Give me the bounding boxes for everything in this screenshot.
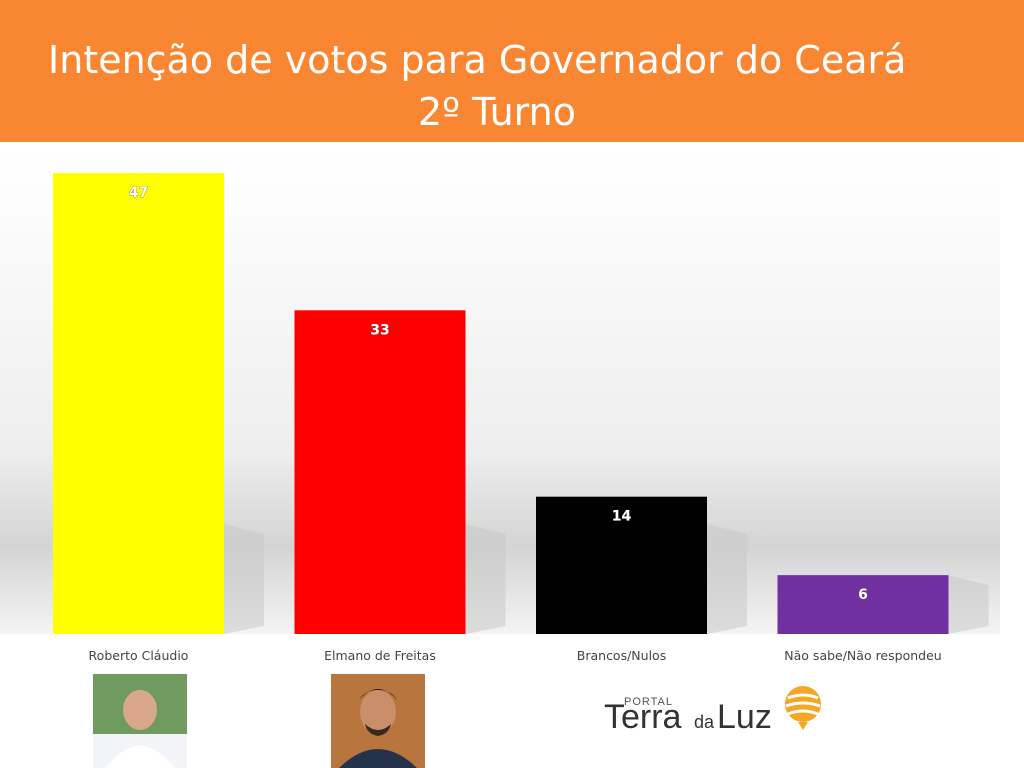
candidate-photo-elmano-de-freitas xyxy=(331,674,425,768)
bar-brancos-nulos xyxy=(536,496,707,634)
chart-header: Intenção de votos para Governador do Cea… xyxy=(0,0,1024,142)
bar-nao-sabe-nao-respondeu xyxy=(777,575,949,634)
logo-portal-text: PORTAL xyxy=(624,696,673,708)
candidate-photo-roberto-claudio xyxy=(93,674,187,768)
value-label-elmano-de-freitas: 33 xyxy=(370,322,389,338)
value-label-roberto-claudio: 47 xyxy=(129,185,148,201)
logo-terra-text: Terra xyxy=(604,698,682,736)
logo-da-text: da xyxy=(694,712,715,732)
balloon-icon xyxy=(785,686,821,730)
bar-shadow-brancos-nulos xyxy=(707,524,747,634)
bar-shadow-nao-sabe-nao-respondeu xyxy=(948,575,989,634)
chart-title: Intenção de votos para Governador do Cea… xyxy=(48,38,907,82)
bar-elmano-de-freitas xyxy=(294,310,466,634)
category-label-roberto-claudio: Roberto Cláudio xyxy=(89,648,189,663)
category-label-nao-sabe-nao-respondeu: Não sabe/Não respondeu xyxy=(784,648,941,663)
value-label-brancos-nulos: 14 xyxy=(612,509,632,525)
chart-subtitle: 2º Turno xyxy=(418,90,576,134)
bar-shadow-roberto-claudio xyxy=(224,524,264,634)
logo-luz-text: Luz xyxy=(717,698,772,736)
bar-shadow-elmano-de-freitas xyxy=(465,524,506,634)
plot-area: 47 33 14 6 Roberto Cláudio Elmano de Freitas… xyxy=(0,152,1000,663)
value-label-nao-sabe-nao-respondeu: 6 xyxy=(858,587,868,603)
portal-terra-da-luz-logo: PORTAL Terra da Luz xyxy=(600,682,840,738)
bar-roberto-claudio xyxy=(53,173,224,634)
bar-chart: 47 33 14 6 Roberto Cláudio Elmano de Freitas… xyxy=(53,173,989,663)
category-label-elmano-de-freitas: Elmano de Freitas xyxy=(324,648,436,663)
category-label-brancos-nulos: Brancos/Nulos xyxy=(577,648,666,663)
